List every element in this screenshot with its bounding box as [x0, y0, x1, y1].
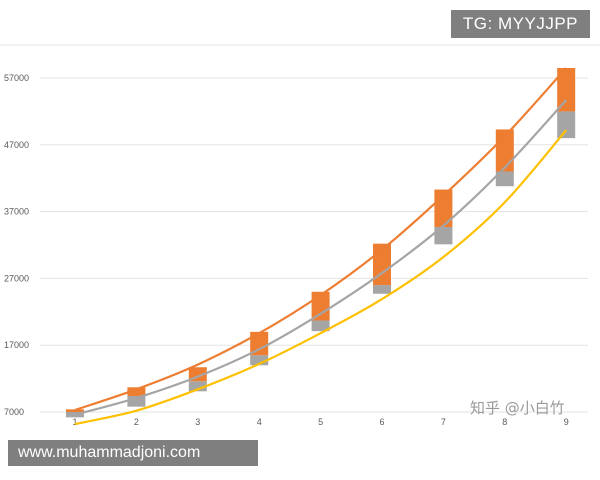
- bars: [66, 67, 576, 418]
- gray-bar-segment: [127, 395, 146, 407]
- y-tick-label: 47000: [4, 140, 29, 150]
- y-tick-label: 27000: [4, 273, 29, 283]
- gridlines: [0, 44, 600, 413]
- y-axis-ticks: 7000 17000 27000 37000 47000 57000: [4, 73, 29, 417]
- y-tick-label: 17000: [4, 340, 29, 350]
- y-tick-label: 37000: [4, 207, 29, 217]
- gray-bar-segment: [373, 285, 391, 294]
- x-tick-label: 7: [441, 417, 446, 427]
- gray-bar-segment: [495, 171, 514, 187]
- orange-bar-segment: [557, 67, 576, 112]
- site-watermark-badge: www.muhammadjoni.com: [8, 440, 258, 466]
- orange-bar-segment: [66, 409, 84, 412]
- x-tick-label: 3: [195, 417, 200, 427]
- tg-watermark-badge: TG: MYYJJPP: [450, 10, 590, 38]
- gray-trend-line: [74, 99, 568, 416]
- zhihu-credit-watermark: 知乎 @小白竹: [470, 399, 565, 417]
- x-tick-label: 6: [379, 417, 384, 427]
- gray-bar-segment: [434, 226, 453, 245]
- trend-lines: [74, 67, 568, 426]
- x-tick-label: 2: [134, 417, 139, 427]
- gray-bar-segment: [250, 355, 269, 366]
- y-tick-label: 57000: [4, 73, 29, 83]
- gray-bar-segment: [311, 320, 330, 332]
- x-tick-label: 8: [502, 417, 507, 427]
- x-tick-label: 4: [257, 417, 262, 427]
- gray-bar-segment: [188, 381, 207, 392]
- y-tick-label: 7000: [4, 407, 24, 417]
- orange-bar-segment: [127, 387, 146, 396]
- x-tick-label: 9: [564, 417, 569, 427]
- x-axis-ticks: 1 2 3 4 5 6 7 8 9: [72, 417, 568, 427]
- yellow-trend-line: [74, 129, 568, 426]
- gray-bar-segment: [557, 111, 576, 139]
- x-tick-label: 1: [72, 417, 77, 427]
- x-tick-label: 5: [318, 417, 323, 427]
- orange-trend-line: [74, 67, 568, 412]
- orange-bar-segment: [250, 331, 269, 356]
